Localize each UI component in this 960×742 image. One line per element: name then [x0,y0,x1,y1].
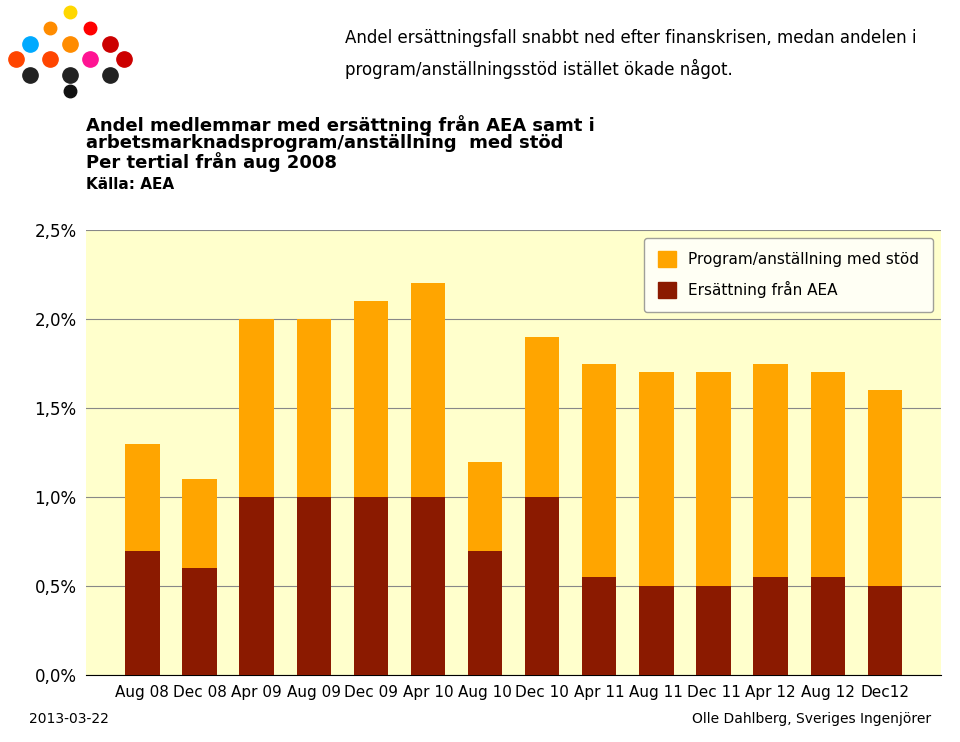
Bar [696,372,731,586]
Bar [468,462,502,551]
Text: Per tertial från aug 2008: Per tertial från aug 2008 [86,152,337,172]
Text: Källa: AEA: Källa: AEA [86,177,175,191]
Bar [239,319,274,497]
Bar [810,372,845,577]
Bar [182,479,217,568]
Text: arbetsmarknadsprogram/anställning  med stöd: arbetsmarknadsprogram/anställning med st… [86,134,564,151]
Bar [525,497,560,675]
Bar [525,337,560,497]
Text: 2013-03-22: 2013-03-22 [29,712,108,726]
Bar [297,319,331,497]
Bar [639,586,674,675]
Bar [125,444,159,551]
Bar [297,497,331,675]
Text: Andel ersättningsfall snabbt ned efter finanskrisen, medan andelen i
program/ans: Andel ersättningsfall snabbt ned efter f… [345,29,917,79]
Bar [353,301,388,497]
Bar [125,551,159,675]
Bar [868,586,902,675]
Bar [582,364,616,577]
Text: Andel medlemmar med ersättning från AEA samt i: Andel medlemmar med ersättning från AEA … [86,115,595,135]
Bar [411,283,445,497]
Bar [582,577,616,675]
Bar [639,372,674,586]
Bar [182,568,217,675]
Bar [411,497,445,675]
Bar [239,497,274,675]
Bar [754,364,788,577]
Bar [696,586,731,675]
Bar [468,551,502,675]
Legend: Program/anställning med stöd, Ersättning från AEA: Program/anställning med stöd, Ersättning… [644,237,933,312]
Bar [868,390,902,586]
Text: Olle Dahlberg, Sveriges Ingenjörer: Olle Dahlberg, Sveriges Ingenjörer [692,712,931,726]
Bar [754,577,788,675]
Bar [353,497,388,675]
Bar [810,577,845,675]
